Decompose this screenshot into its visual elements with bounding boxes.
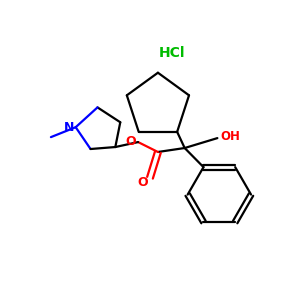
Text: O: O [138,176,148,189]
Text: N: N [64,121,74,134]
Text: OH: OH [220,130,240,142]
Text: O: O [126,135,136,148]
Text: HCl: HCl [159,46,185,60]
